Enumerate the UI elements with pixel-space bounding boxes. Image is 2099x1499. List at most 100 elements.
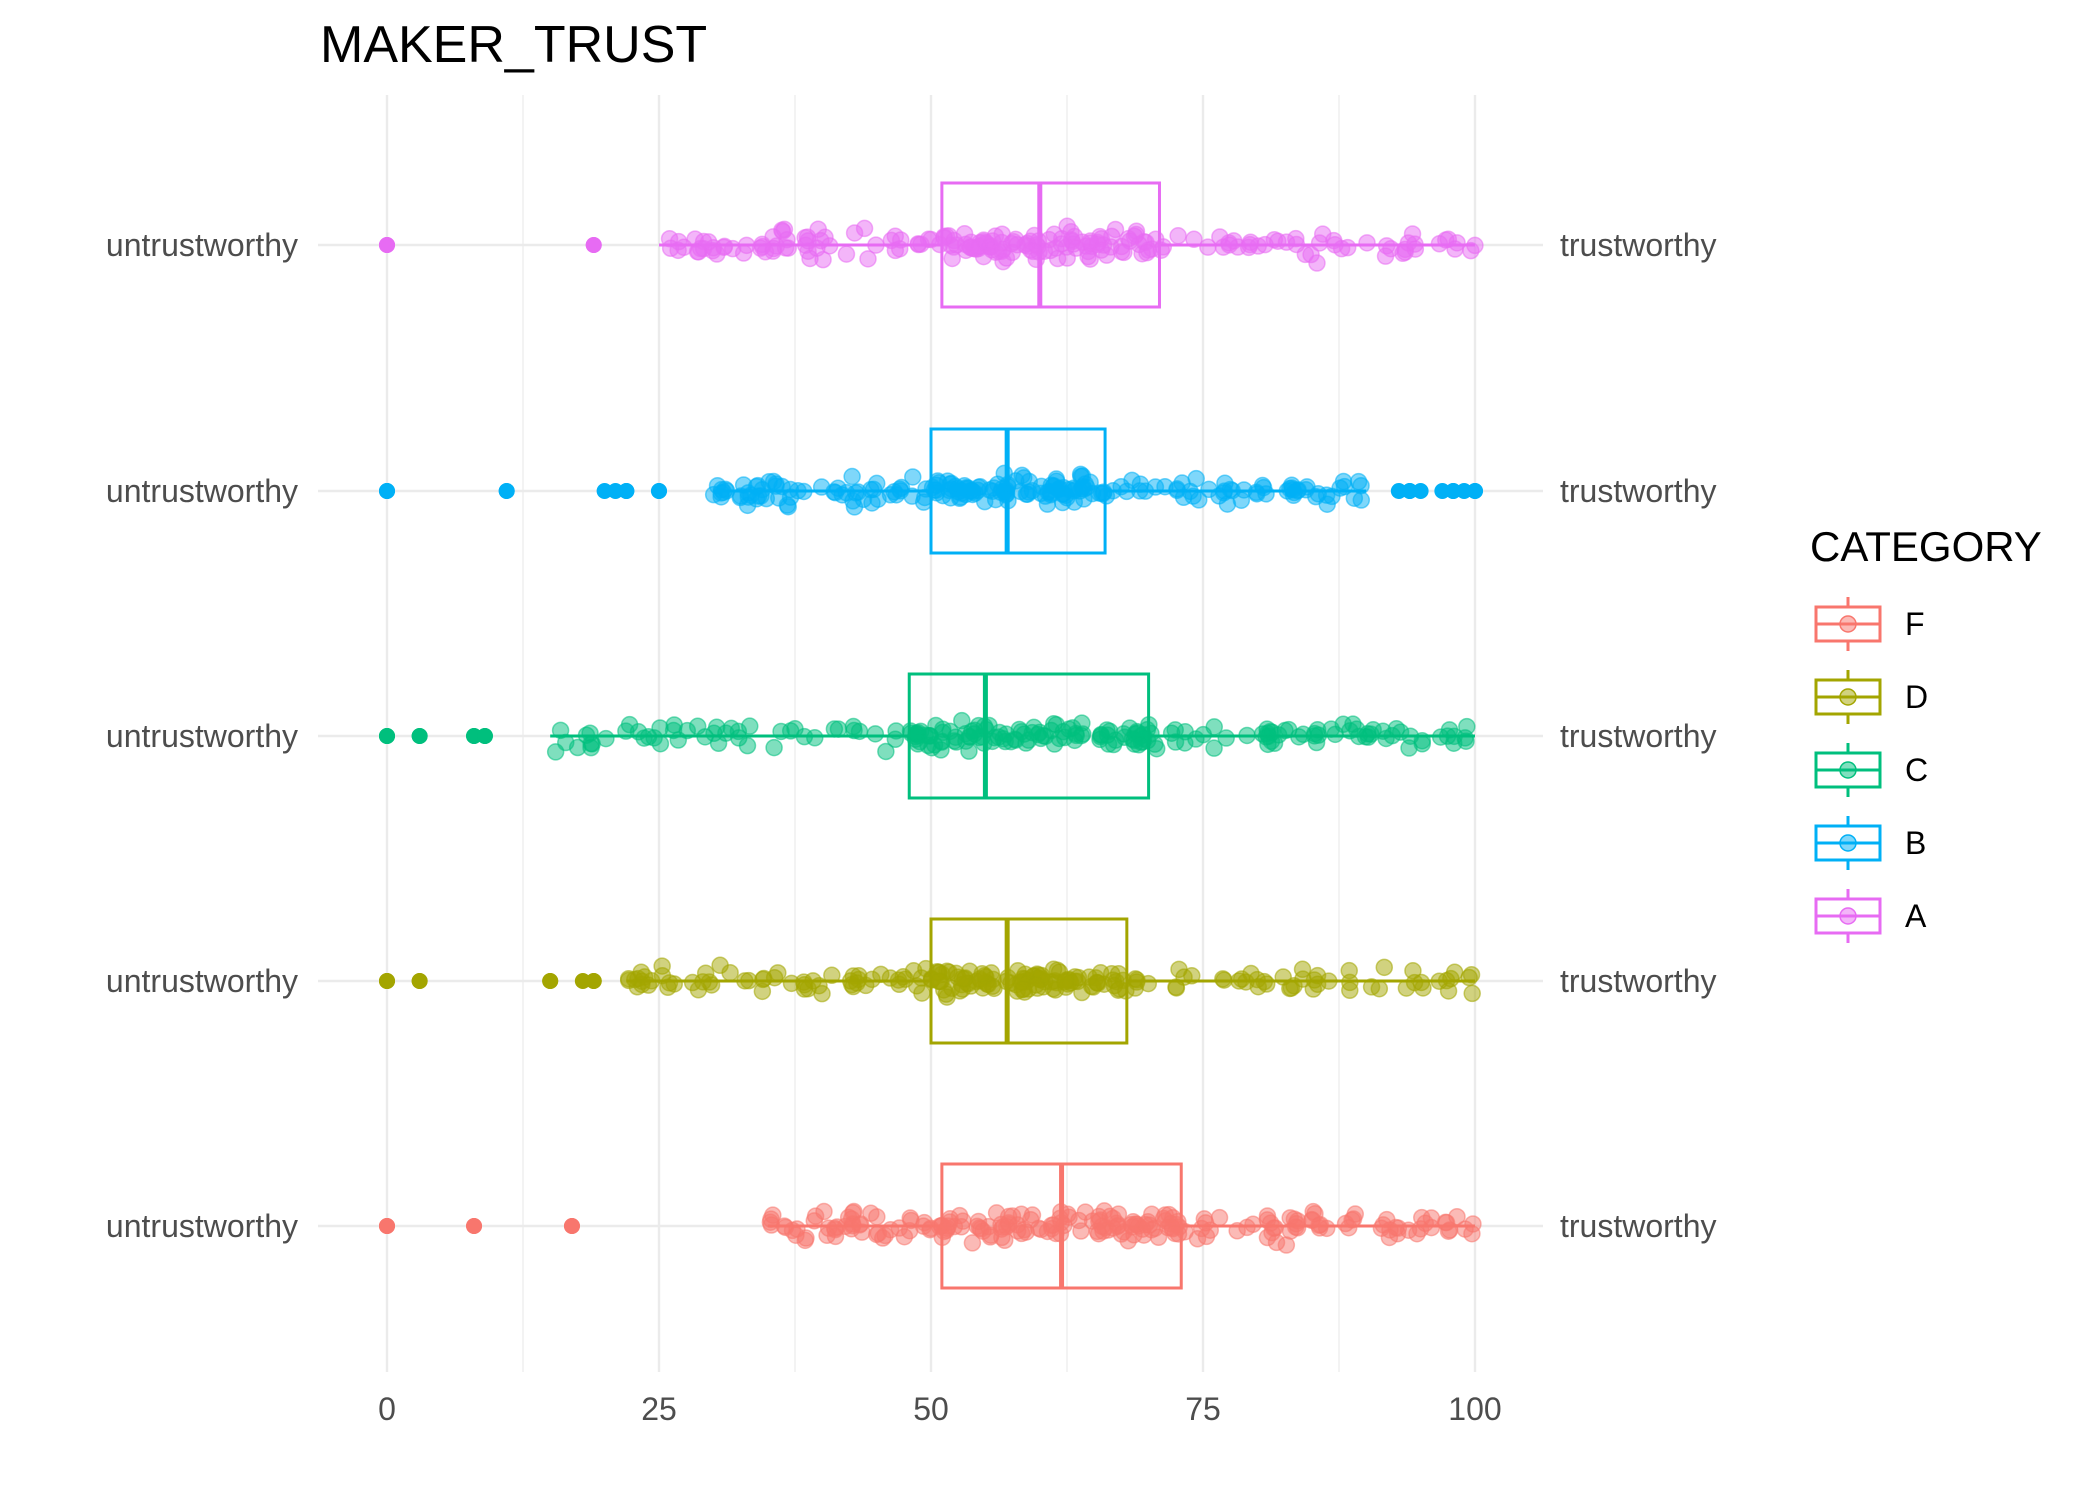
jitter-point bbox=[1214, 970, 1232, 988]
jitter-point bbox=[953, 969, 972, 988]
legend-label: B bbox=[1905, 825, 1926, 861]
jitter-point bbox=[1074, 725, 1092, 743]
jitter-point bbox=[669, 241, 687, 260]
jitter-point bbox=[921, 727, 940, 745]
jitter-point bbox=[1166, 733, 1185, 751]
jitter-point bbox=[961, 238, 980, 257]
jitter-point bbox=[886, 730, 905, 749]
jitter-point bbox=[1287, 1214, 1305, 1233]
left-axis-label: untrustworthy bbox=[106, 718, 298, 754]
jitter-point bbox=[825, 720, 844, 738]
category-row-C: untrustworthy trustworthy bbox=[106, 672, 1716, 800]
jitter-point bbox=[1169, 227, 1187, 245]
jitter-point bbox=[1218, 495, 1237, 513]
jitter-point bbox=[845, 224, 864, 242]
outlier-point bbox=[466, 1218, 483, 1234]
jitter-point bbox=[1405, 973, 1424, 992]
jitter-point bbox=[1146, 478, 1165, 496]
jitter-point bbox=[1103, 227, 1121, 246]
x-tick-label: 75 bbox=[1185, 1391, 1221, 1427]
jitter-point bbox=[639, 976, 658, 994]
jitter-point bbox=[1232, 970, 1251, 988]
jitter-point bbox=[997, 249, 1016, 267]
jitter-point bbox=[859, 250, 877, 268]
outlier-point bbox=[585, 973, 602, 989]
jitter-point bbox=[1152, 241, 1171, 259]
jitter-point bbox=[1464, 1215, 1482, 1233]
jitter-point bbox=[867, 236, 885, 254]
jitter-point bbox=[975, 717, 994, 736]
jitter-point bbox=[945, 1217, 964, 1236]
jitter-point bbox=[823, 966, 841, 985]
jitter-point bbox=[843, 1215, 862, 1233]
jitter-point bbox=[1052, 235, 1071, 253]
outlier-point bbox=[411, 973, 428, 989]
jitter-point bbox=[919, 230, 938, 249]
jitter-point bbox=[845, 721, 863, 740]
jitter-point bbox=[895, 1227, 914, 1246]
jitter-point bbox=[1344, 1210, 1363, 1228]
jitter-point bbox=[741, 717, 759, 735]
jitter-point bbox=[914, 1217, 933, 1235]
jitter-point bbox=[1131, 475, 1150, 493]
jitter-point bbox=[1040, 482, 1059, 501]
jitter-point bbox=[963, 1234, 982, 1252]
chart-title: MAKER_TRUST bbox=[320, 16, 707, 74]
jitter-point bbox=[762, 1210, 780, 1228]
jitter-point bbox=[732, 487, 750, 505]
jitter-point bbox=[1411, 1220, 1430, 1238]
jitter-point bbox=[1326, 236, 1344, 254]
jitter-point bbox=[1024, 242, 1042, 261]
jitter-point bbox=[775, 220, 794, 239]
jitter-point bbox=[1259, 735, 1277, 754]
jitter-point bbox=[1466, 236, 1484, 255]
jitter-point bbox=[983, 482, 1002, 501]
jitter-point bbox=[1241, 235, 1259, 254]
jitter-point bbox=[765, 738, 783, 757]
jitter-point bbox=[1437, 971, 1456, 990]
jitter-point bbox=[665, 716, 683, 734]
jitter-point bbox=[904, 468, 922, 486]
jitter-point bbox=[825, 483, 843, 501]
jitter-point bbox=[887, 486, 906, 504]
jitter-point bbox=[1323, 487, 1341, 506]
left-axis-label: untrustworthy bbox=[106, 473, 298, 509]
right-axis-label: trustworthy bbox=[1560, 963, 1716, 999]
jitter-point bbox=[737, 236, 756, 255]
jitter-point bbox=[781, 488, 800, 506]
legend: CATEGORY F D C B A bbox=[1810, 523, 2042, 943]
jitter-point bbox=[1187, 730, 1205, 748]
jitter-point bbox=[1220, 234, 1238, 252]
jitter-point bbox=[1267, 1233, 1286, 1252]
jitter-point bbox=[1413, 731, 1431, 750]
right-axis-label: trustworthy bbox=[1560, 473, 1716, 509]
right-axis-label: trustworthy bbox=[1560, 718, 1716, 754]
jitter-point bbox=[1438, 727, 1457, 745]
jitter-point bbox=[930, 972, 948, 991]
jitter-point bbox=[1463, 984, 1481, 1003]
right-axis-label: trustworthy bbox=[1560, 1208, 1716, 1244]
jitter-point bbox=[1149, 1228, 1168, 1247]
jitter-point bbox=[721, 963, 739, 982]
left-axis-label: untrustworthy bbox=[106, 227, 298, 263]
jitter-point bbox=[1287, 235, 1306, 254]
jitter-point bbox=[894, 967, 913, 986]
jitter-point bbox=[818, 1226, 836, 1245]
jitter-point bbox=[1167, 979, 1186, 997]
jitter-point bbox=[581, 724, 599, 742]
legend-key-D bbox=[1814, 670, 1882, 724]
jitter-point bbox=[1014, 980, 1033, 998]
outlier-point bbox=[585, 237, 602, 253]
category-row-A: untrustworthy trustworthy bbox=[106, 181, 1716, 309]
jitter-point bbox=[635, 729, 653, 747]
jitter-point bbox=[843, 467, 861, 486]
jitter-point bbox=[717, 724, 735, 742]
jitter-point bbox=[795, 975, 814, 994]
jitter-point bbox=[1110, 980, 1129, 998]
jitter-point bbox=[736, 972, 754, 990]
jitter-point bbox=[1188, 1230, 1207, 1248]
jitter-point bbox=[995, 464, 1014, 483]
outlier-point bbox=[379, 1218, 395, 1234]
jitter-point bbox=[1341, 973, 1359, 992]
